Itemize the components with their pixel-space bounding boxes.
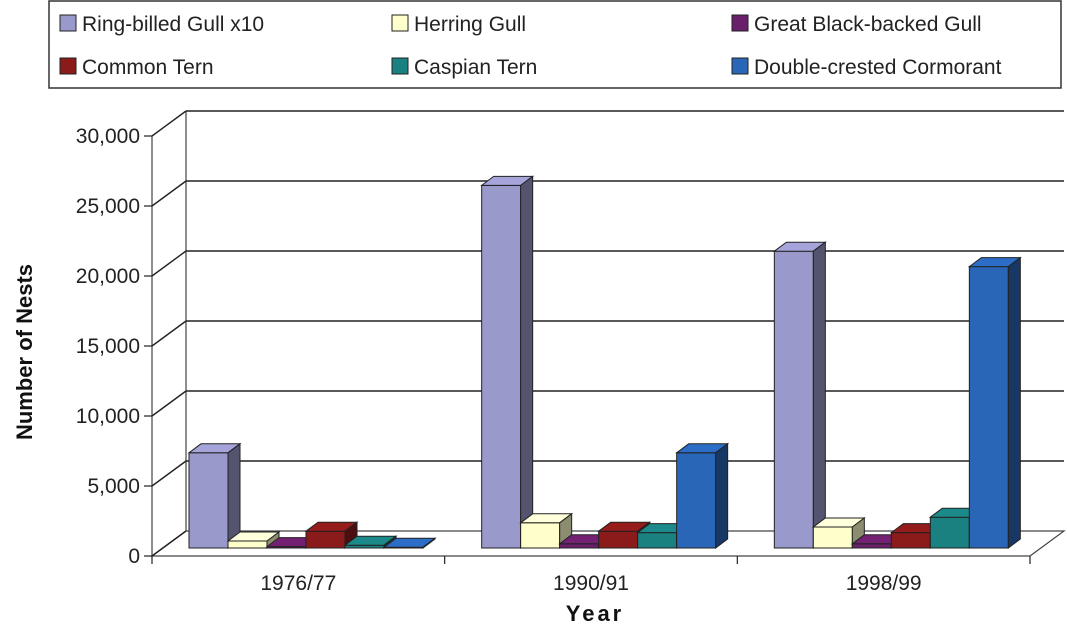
bar-side (520, 175, 534, 549)
bar-side (1007, 256, 1021, 549)
legend-item: Great Black-backed Gull (731, 13, 982, 36)
legend-swatch (59, 14, 77, 32)
y-tick-label: 10,000 (76, 405, 140, 428)
bar (967, 256, 1022, 549)
y-tick-label: 30,000 (76, 125, 140, 148)
bar-front (188, 452, 229, 549)
bar-side (715, 442, 729, 549)
y-tick-label: 20,000 (76, 265, 140, 288)
x-tick-label: 1998/99 (846, 572, 922, 595)
legend-label: Great Black-backed Gull (754, 13, 982, 36)
gridline-diagonal (151, 320, 187, 347)
legend-swatch (731, 14, 749, 32)
bar-front (481, 184, 522, 549)
legend-item: Herring Gull (391, 13, 526, 36)
x-axis-label: Year (566, 601, 625, 626)
y-axis: 0 5,000 10,000 15,000 20,000 25,000 30,000 (76, 125, 152, 568)
gridline-diagonal (151, 180, 187, 207)
y-tick-label: 25,000 (76, 195, 140, 218)
bar (480, 175, 535, 549)
bar (226, 531, 281, 549)
bar-front (890, 532, 931, 549)
legend-item: Double-crested Cormorant (731, 56, 1002, 79)
bars (187, 175, 1022, 549)
bar-front (227, 540, 268, 549)
legend-item: Caspian Tern (391, 56, 537, 79)
y-axis-label: Number of Nests (12, 264, 37, 440)
bar (382, 537, 437, 549)
gridline-diagonal (151, 530, 187, 557)
gridline-diagonal (151, 110, 187, 137)
y-tick-label: 15,000 (76, 335, 140, 358)
x-axis: 1976/77 1990/91 1998/99 (151, 556, 1031, 595)
legend-item: Ring-billed Gull x10 (59, 13, 264, 36)
gridline-diagonal (151, 250, 187, 277)
bar-front (305, 530, 346, 549)
bar-front (929, 516, 970, 549)
bar-side (422, 537, 436, 549)
legend-label: Herring Gull (414, 13, 526, 36)
legend-swatch (731, 57, 749, 75)
legend-swatch (391, 57, 409, 75)
bar (187, 442, 242, 549)
gridline-diagonal (151, 390, 187, 417)
legend-swatch (391, 14, 409, 32)
bar-front (812, 526, 853, 549)
legend-swatch (59, 57, 77, 75)
gridline-diagonal (151, 460, 187, 487)
y-tick-label: 0 (128, 545, 140, 568)
x-tick-label: 1990/91 (553, 572, 629, 595)
bar-front (773, 250, 814, 549)
x-tick-label: 1976/77 (260, 572, 336, 595)
bar-front (637, 532, 678, 549)
legend-label: Ring-billed Gull x10 (82, 13, 264, 36)
legend-items: Ring-billed Gull x10 Herring Gull Great Bl… (59, 13, 1002, 79)
bar (772, 241, 827, 549)
legend: Ring-billed Gull x10 Herring Gull Great Bl… (48, 0, 1062, 89)
legend-border (48, 0, 1062, 89)
legend-label: Double-crested Cormorant (754, 56, 1002, 79)
gridlines (151, 110, 1064, 557)
bar-front (851, 543, 892, 549)
bar-front (559, 543, 600, 549)
bar (304, 521, 359, 549)
legend-label: Caspian Tern (414, 56, 537, 79)
bar-front (676, 452, 717, 549)
legend-label: Common Tern (82, 56, 214, 79)
plot-walls (150, 111, 1066, 557)
y-tick-label: 5,000 (87, 475, 140, 498)
bar-side (227, 442, 241, 549)
bar-front (520, 522, 561, 549)
bar-front (968, 266, 1009, 549)
bar-side (812, 241, 826, 549)
plot-area: 0 5,000 10,000 15,000 20,000 25,000 30,000 197… (76, 110, 1066, 595)
legend-item: Common Tern (59, 56, 214, 79)
bar-front (598, 530, 639, 549)
bar (675, 442, 730, 549)
